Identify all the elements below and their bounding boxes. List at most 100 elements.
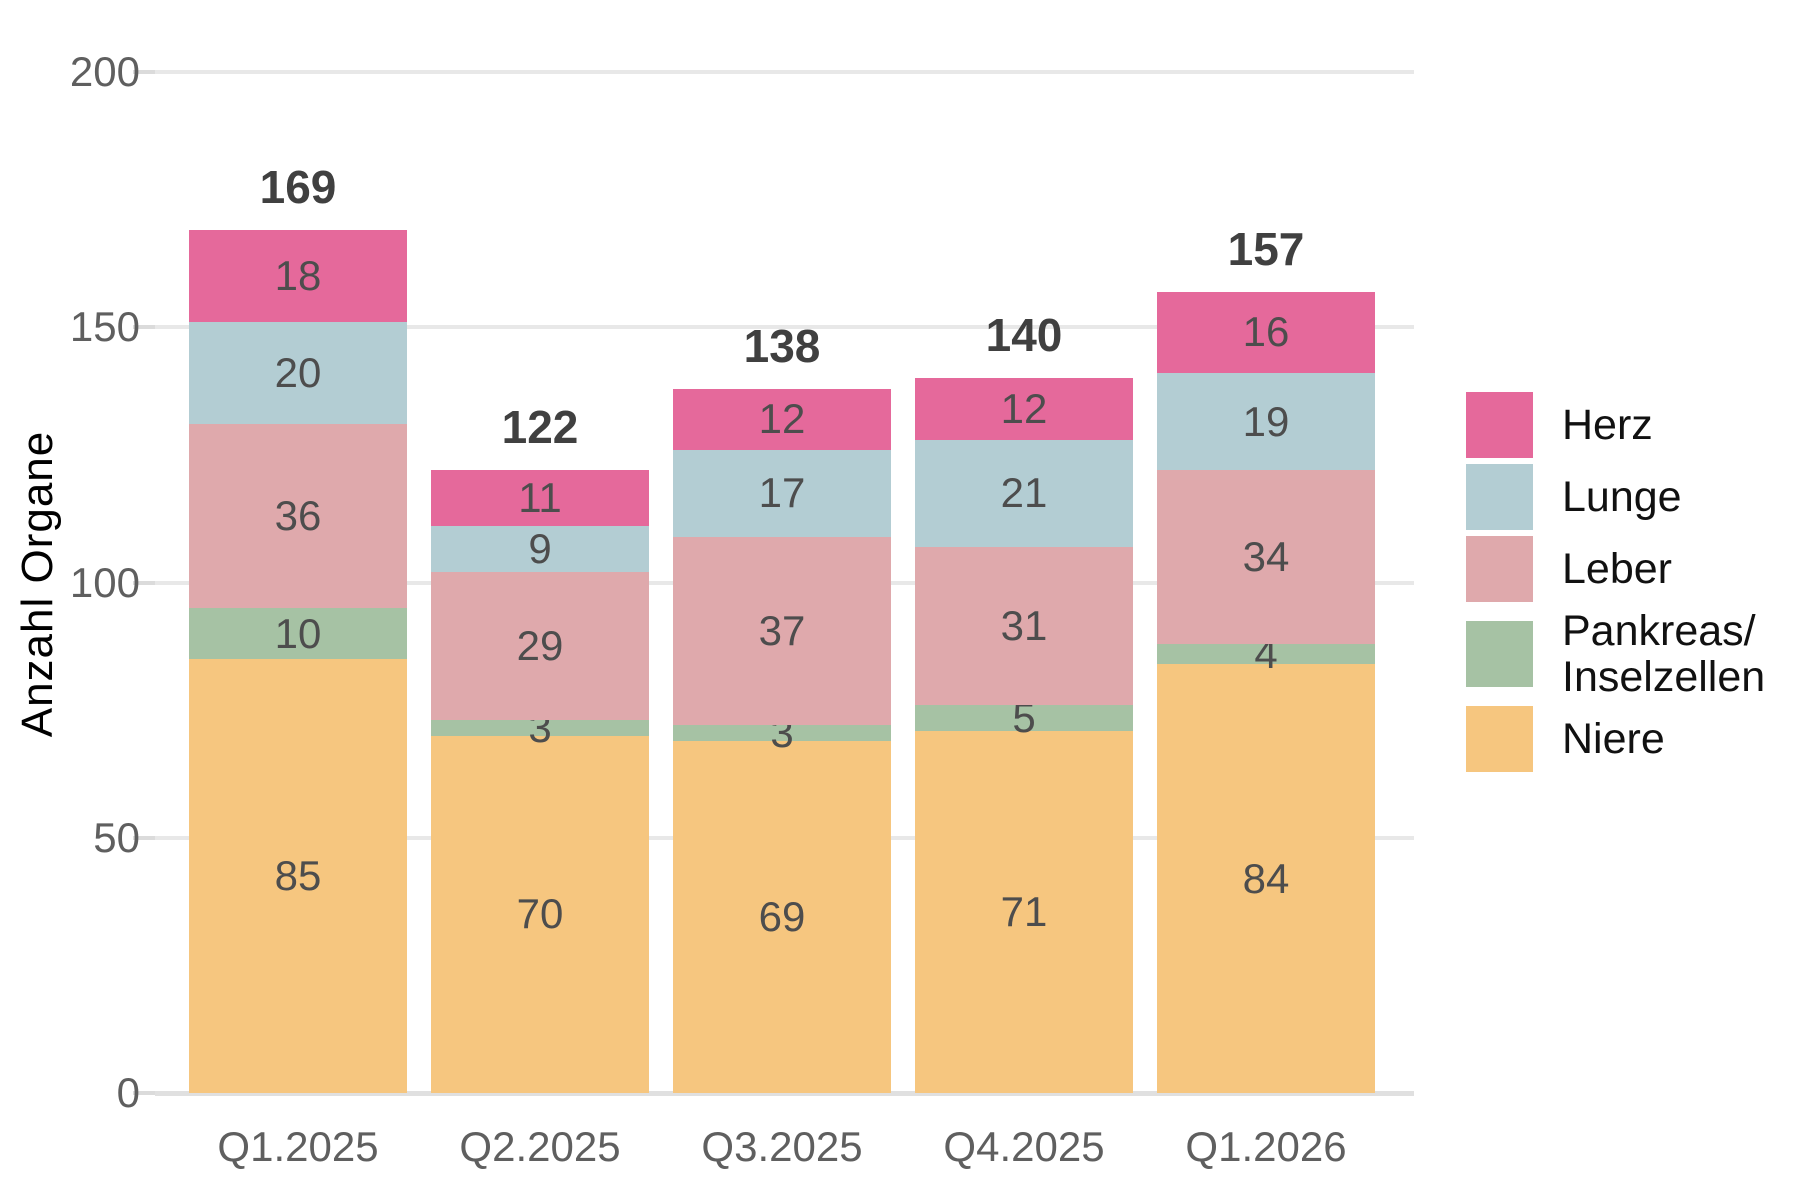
bar-segment: 85	[189, 659, 407, 1093]
y-axis-tick	[133, 325, 155, 330]
legend-label: Leber	[1562, 546, 1672, 592]
y-tick-label: 200	[69, 48, 140, 95]
bar-segment: 71	[915, 730, 1133, 1093]
bar-total-label: 122	[501, 401, 579, 454]
bar-segment-label: 85	[274, 852, 322, 900]
bar-segment-label: 5	[1012, 693, 1036, 741]
bar-total-label: 157	[1227, 222, 1305, 275]
x-tick-label: Q3.2025	[701, 1123, 863, 1170]
legend-label-line: Lunge	[1562, 473, 1682, 521]
bar-segment-label: 20	[274, 349, 322, 397]
legend-row-herz: Herz	[1466, 392, 1765, 458]
legend-label: Pankreas/Inselzellen	[1562, 608, 1765, 700]
bar-segment-label: 17	[758, 469, 806, 517]
bar-segment: 36	[189, 424, 407, 609]
y-axis-tick	[133, 70, 155, 74]
bar-segment: 4	[1157, 629, 1375, 677]
bar-segment: 11	[431, 470, 649, 527]
bar-segment: 9	[431, 525, 649, 573]
bar-segment-label: 3	[770, 709, 794, 757]
bar-segment: 37	[673, 536, 891, 726]
y-tick-label: 100	[69, 558, 140, 606]
bar-segment-label: 12	[758, 395, 806, 443]
legend-key-swatch	[1466, 536, 1533, 602]
bar-segment-label: 16	[1242, 308, 1290, 356]
bar-segment-label: 84	[1242, 854, 1290, 902]
bar-segment-label: 21	[1000, 469, 1048, 517]
y-axis-tick	[133, 580, 155, 585]
legend-key-swatch	[1466, 392, 1533, 458]
x-axis-line	[155, 1091, 1414, 1096]
bar-segment: 34	[1157, 470, 1375, 644]
legend-label: Niere	[1562, 716, 1665, 762]
bar-segment-label: 4	[1254, 629, 1278, 677]
bar-segment-label: 70	[516, 890, 564, 938]
bar-segment: 18	[189, 230, 407, 323]
bar-segment-label: 3	[528, 704, 552, 751]
bar-segment: 3	[673, 709, 891, 757]
legend-row-leber: Leber	[1466, 536, 1765, 602]
bar-segment-label: 36	[274, 492, 322, 540]
bar-segment-label: 10	[274, 609, 322, 657]
legend: Herz Lunge Leber Pankreas/Inselzellen Niere	[1466, 392, 1765, 772]
legend-label: Herz	[1562, 402, 1653, 448]
bar-total-label: 140	[985, 309, 1063, 362]
bar-segment-label: 18	[274, 252, 322, 300]
gridline	[155, 70, 1414, 74]
legend-row-niere: Niere	[1466, 706, 1765, 772]
legend-label-line: Niere	[1562, 715, 1665, 763]
y-tick-label: 50	[93, 813, 140, 861]
gridline	[155, 325, 1414, 330]
bar-segment-label: 29	[516, 622, 564, 670]
legend-key-swatch	[1466, 621, 1533, 687]
x-tick-label: Q1.2026	[1185, 1123, 1347, 1170]
bar-segment: 12	[915, 378, 1133, 440]
legend-row-lunge: Lunge	[1466, 464, 1765, 530]
bar-segment: 20	[189, 322, 407, 425]
y-axis-tick	[133, 835, 155, 840]
legend-row-pankreasinselzellen: Pankreas/Inselzellen	[1466, 608, 1765, 700]
legend-key-swatch	[1466, 706, 1533, 772]
bar-segment: 16	[1157, 291, 1375, 374]
bar-segment: 70	[431, 735, 649, 1093]
bar-segment: 19	[1157, 373, 1375, 471]
bar-segment-label: 11	[518, 474, 562, 522]
legend-label-line: Inselzellen	[1562, 653, 1766, 701]
bar-segment: 10	[189, 608, 407, 660]
bar-segment-label: 31	[1000, 601, 1048, 649]
legend-label-line: Leber	[1562, 545, 1672, 593]
bar-segment-label: 37	[758, 607, 806, 655]
y-tick-label: 0	[116, 1069, 140, 1116]
legend-label: Lunge	[1562, 474, 1682, 520]
x-tick-label: Q2.2025	[459, 1123, 621, 1170]
bar-segment: 12	[673, 388, 891, 450]
bar-segment: 31	[915, 546, 1133, 706]
x-tick-label: Q4.2025	[943, 1123, 1105, 1170]
legend-label-line: Pankreas/	[1562, 607, 1756, 655]
y-tick-label: 150	[69, 303, 140, 351]
bar-segment-label: 19	[1242, 397, 1290, 445]
bar-segment: 3	[431, 704, 649, 751]
bar-segment: 5	[915, 693, 1133, 741]
x-tick-label: Q1.2025	[217, 1123, 379, 1170]
bar-segment: 17	[673, 449, 891, 537]
bar-segment: 21	[915, 439, 1133, 547]
legend-label-line: Herz	[1562, 401, 1653, 449]
bar-segment: 69	[673, 740, 891, 1093]
y-axis-tick	[133, 1091, 155, 1095]
bar-total-label: 138	[743, 319, 821, 372]
bar-segment-label: 69	[758, 892, 806, 940]
bar-segment-label: 71	[1000, 887, 1048, 935]
bar-segment-label: 34	[1242, 532, 1290, 580]
bar-segment: 29	[431, 572, 649, 721]
bar-Q1.2025: 85 10 36 20 18 169	[189, 162, 407, 1093]
bar-Q4.2025: 71 5 31 21 12 140	[915, 310, 1133, 1093]
bar-segment-label: 12	[1000, 384, 1048, 432]
legend-key-swatch	[1466, 464, 1533, 530]
bar-segment: 84	[1157, 664, 1375, 1093]
bar-segment-label: 9	[528, 525, 552, 573]
bar-Q1.2026: 84 4 34 19 16 157	[1157, 224, 1375, 1093]
bar-total-label: 169	[259, 161, 337, 214]
bar-Q2.2025: 70 3 29 9 11 122	[431, 402, 649, 1093]
